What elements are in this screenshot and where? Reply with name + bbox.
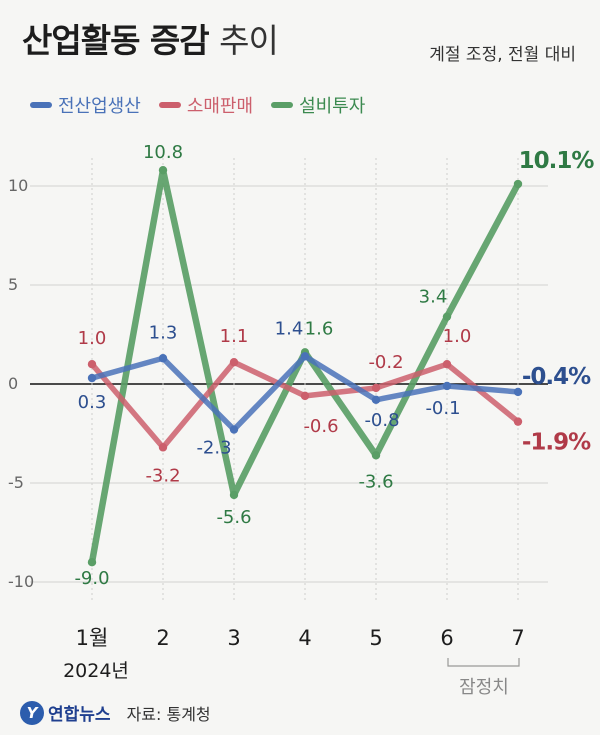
x-tick-label: 1월 [76,626,109,650]
title-bold: 산업활동 증감 [22,21,210,60]
data-point [513,387,523,397]
data-label-production: -2.3 [196,438,231,459]
x-tick-label: 6 [440,626,453,650]
data-label-retail: -3.2 [145,465,180,486]
preliminary-label: 잠정치 [459,677,509,698]
legend-item-retail: 소매판매 [158,92,254,118]
data-label-investment: -5.6 [216,507,251,528]
data-label-production: 1.3 [149,322,178,343]
data-label-retail: -0.2 [368,352,403,373]
data-label-investment: 10.8 [143,142,183,163]
data-point [229,358,239,367]
legend-label-retail: 소매판매 [186,96,254,117]
data-label-production: -0.1 [425,398,460,419]
y-tick-label: 5 [8,275,18,294]
data-label-investment: 3.4 [419,287,448,308]
legend-swatch-retail [158,102,181,108]
data-label-production: -0.4% [522,364,591,390]
data-label-investment: -3.6 [358,471,393,492]
legend-swatch-production [30,102,52,108]
data-point [158,165,168,175]
year-label: 2024년 [63,660,129,682]
x-tick-label: 7 [511,626,524,650]
x-tick-label: 5 [369,626,382,650]
legend-swatch-investment [271,102,294,108]
x-tick-label: 4 [298,626,311,650]
data-label-investment: -9.0 [74,568,109,589]
data-point [513,417,523,426]
yonhap-logo: Y 연합뉴스 [20,700,111,725]
data-label-production: 0.3 [78,392,107,413]
data-point [371,383,381,393]
data-point [442,312,452,321]
data-point [371,395,381,405]
data-label-production: 1.4 [275,318,304,339]
preliminary-bracket [447,658,520,667]
footer: Y 연합뉴스 자료: 통계청 [20,700,211,725]
x-tick-label: 3 [227,626,240,650]
data-label-retail: 1.0 [443,326,472,347]
x-tick-label: 2 [156,626,169,650]
data-label-retail: -0.6 [303,416,338,437]
data-label-retail: -1.9% [522,430,591,456]
data-point [300,391,310,401]
logo-text: 연합뉴스 [48,705,111,725]
data-label-investment: 10.1% [519,148,595,174]
legend-label-investment: 설비투자 [299,96,366,117]
chart-subtitle: 계절 조정, 전월 대비 [429,45,576,65]
y-tick-label: 10 [8,176,28,195]
data-label-investment: 1.6 [305,318,334,339]
data-point [158,443,168,452]
data-point [442,360,452,369]
title-light: 추이 [219,21,279,60]
data-label-retail: 1.1 [220,326,249,347]
source-text: 자료: 통계청 [126,704,211,724]
data-point [442,381,452,391]
data-point [371,451,381,460]
data-point [87,373,97,383]
data-point [229,490,239,500]
legend-label-production: 전산업생산 [58,96,141,117]
data-point [87,558,97,567]
y-tick-label: -5 [8,473,24,492]
data-point [87,360,97,369]
yonhap-logo-icon: Y [20,700,44,725]
data-label-retail: 1.0 [78,328,107,349]
data-point [513,179,523,189]
data-label-production: -0.8 [364,410,399,431]
data-point [300,352,310,361]
chart-title: 산업활동 증감 추이 [22,14,279,62]
data-point [158,354,168,363]
y-tick-label: -10 [8,572,34,591]
y-tick-label: 0 [8,374,18,393]
data-point [229,425,239,434]
legend-item-investment: 설비투자 [271,92,365,118]
legend-item-production: 전산업생산 [30,92,141,118]
legend: 전산업생산 소매판매 설비투자 [30,92,365,118]
